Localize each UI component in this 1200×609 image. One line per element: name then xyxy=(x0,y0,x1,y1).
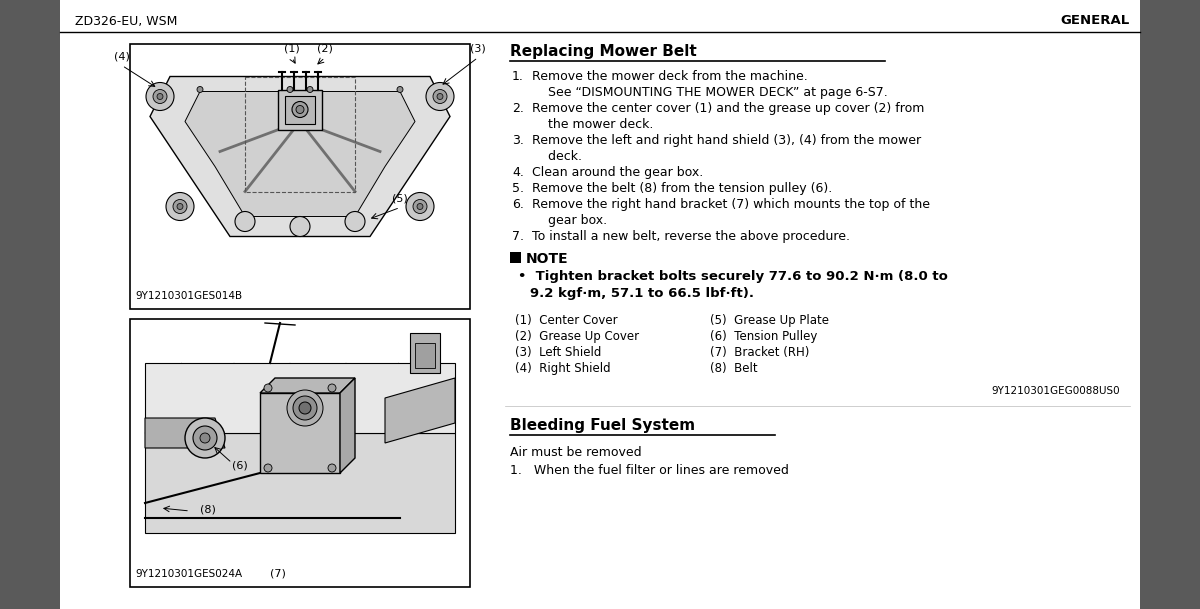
Circle shape xyxy=(146,82,174,110)
Bar xyxy=(278,90,322,130)
Text: (3): (3) xyxy=(470,43,486,54)
Polygon shape xyxy=(385,378,455,443)
Polygon shape xyxy=(340,378,355,473)
Circle shape xyxy=(328,384,336,392)
Polygon shape xyxy=(185,91,415,217)
Polygon shape xyxy=(260,378,355,393)
Text: 9.2 kgf·m, 57.1 to 66.5 lbf·ft).: 9.2 kgf·m, 57.1 to 66.5 lbf·ft). xyxy=(530,287,754,300)
Text: •  Tighten bracket bolts securely 77.6 to 90.2 N·m (8.0 to: • Tighten bracket bolts securely 77.6 to… xyxy=(518,270,948,283)
Text: (4)  Right Shield: (4) Right Shield xyxy=(515,362,611,375)
Circle shape xyxy=(287,390,323,426)
Circle shape xyxy=(293,396,317,420)
Circle shape xyxy=(197,86,203,93)
Text: (5): (5) xyxy=(392,194,408,203)
Text: (3)  Left Shield: (3) Left Shield xyxy=(515,346,601,359)
Text: deck.: deck. xyxy=(532,150,582,163)
Circle shape xyxy=(418,203,424,209)
Polygon shape xyxy=(145,433,455,533)
Bar xyxy=(130,319,470,587)
Text: GENERAL: GENERAL xyxy=(1061,15,1130,27)
Text: NOTE: NOTE xyxy=(526,252,569,266)
Bar xyxy=(510,252,521,263)
Circle shape xyxy=(193,426,217,450)
Text: Clean around the gear box.: Clean around the gear box. xyxy=(532,166,703,179)
Text: (1): (1) xyxy=(284,43,300,54)
Circle shape xyxy=(397,86,403,93)
Text: Remove the left and right hand shield (3), (4) from the mower: Remove the left and right hand shield (3… xyxy=(532,134,922,147)
Text: Remove the mower deck from the machine.: Remove the mower deck from the machine. xyxy=(532,70,808,83)
Text: 2.: 2. xyxy=(512,102,524,115)
Bar xyxy=(286,96,314,124)
Bar xyxy=(415,343,436,368)
Text: See “DISMOUNTING THE MOWER DECK” at page 6-S7.: See “DISMOUNTING THE MOWER DECK” at page… xyxy=(532,86,888,99)
Text: To install a new belt, reverse the above procedure.: To install a new belt, reverse the above… xyxy=(532,230,850,243)
Text: 5.: 5. xyxy=(512,182,524,195)
Text: 1.: 1. xyxy=(512,70,524,83)
Text: 9Y1210301GES024A: 9Y1210301GES024A xyxy=(134,569,242,579)
Circle shape xyxy=(413,200,427,214)
Text: (1)  Center Cover: (1) Center Cover xyxy=(515,314,618,327)
Bar xyxy=(0,0,60,609)
Text: 4.: 4. xyxy=(512,166,524,179)
Circle shape xyxy=(346,211,365,231)
Circle shape xyxy=(296,105,304,113)
Text: (2)  Grease Up Cover: (2) Grease Up Cover xyxy=(515,330,640,343)
Text: (8)  Belt: (8) Belt xyxy=(710,362,757,375)
Text: 9Y1210301GEG0088US0: 9Y1210301GEG0088US0 xyxy=(991,386,1120,396)
Circle shape xyxy=(292,102,308,118)
Circle shape xyxy=(154,90,167,104)
Circle shape xyxy=(178,203,182,209)
Circle shape xyxy=(299,402,311,414)
Text: the mower deck.: the mower deck. xyxy=(532,118,653,131)
Bar xyxy=(410,333,440,373)
Circle shape xyxy=(290,217,310,236)
Polygon shape xyxy=(145,418,226,448)
Text: gear box.: gear box. xyxy=(532,214,607,227)
Text: 6.: 6. xyxy=(512,198,524,211)
Text: (2): (2) xyxy=(317,43,332,54)
Text: Air must be removed: Air must be removed xyxy=(510,446,642,459)
Circle shape xyxy=(157,94,163,99)
Circle shape xyxy=(185,418,226,458)
Circle shape xyxy=(200,433,210,443)
Text: (4): (4) xyxy=(114,52,130,62)
Text: 1.   When the fuel filter or lines are removed: 1. When the fuel filter or lines are rem… xyxy=(510,464,788,477)
Text: 7.: 7. xyxy=(512,230,524,243)
Text: Remove the belt (8) from the tension pulley (6).: Remove the belt (8) from the tension pul… xyxy=(532,182,833,195)
Circle shape xyxy=(437,94,443,99)
Text: (7): (7) xyxy=(270,569,286,579)
Circle shape xyxy=(433,90,446,104)
Text: 9Y1210301GES014B: 9Y1210301GES014B xyxy=(134,291,242,301)
Text: (8): (8) xyxy=(200,504,216,514)
Circle shape xyxy=(264,384,272,392)
Circle shape xyxy=(173,200,187,214)
Text: Replacing Mower Belt: Replacing Mower Belt xyxy=(510,44,697,59)
Bar xyxy=(1140,0,1200,609)
Text: 3.: 3. xyxy=(512,134,524,147)
Bar xyxy=(130,44,470,309)
Circle shape xyxy=(166,192,194,220)
Circle shape xyxy=(264,464,272,472)
Polygon shape xyxy=(150,77,450,236)
Text: (5)  Grease Up Plate: (5) Grease Up Plate xyxy=(710,314,829,327)
Circle shape xyxy=(235,211,256,231)
Text: Remove the center cover (1) and the grease up cover (2) from: Remove the center cover (1) and the grea… xyxy=(532,102,924,115)
Circle shape xyxy=(287,86,293,93)
Circle shape xyxy=(307,86,313,93)
Text: (7)  Bracket (RH): (7) Bracket (RH) xyxy=(710,346,809,359)
Circle shape xyxy=(406,192,434,220)
Text: Bleeding Fuel System: Bleeding Fuel System xyxy=(510,418,695,433)
Polygon shape xyxy=(145,363,455,433)
Text: (6)  Tension Pulley: (6) Tension Pulley xyxy=(710,330,817,343)
Text: Remove the right hand bracket (7) which mounts the top of the: Remove the right hand bracket (7) which … xyxy=(532,198,930,211)
Bar xyxy=(260,393,340,473)
Text: (6): (6) xyxy=(232,461,247,471)
Circle shape xyxy=(328,464,336,472)
Circle shape xyxy=(426,82,454,110)
Text: ZD326-EU, WSM: ZD326-EU, WSM xyxy=(74,15,178,27)
